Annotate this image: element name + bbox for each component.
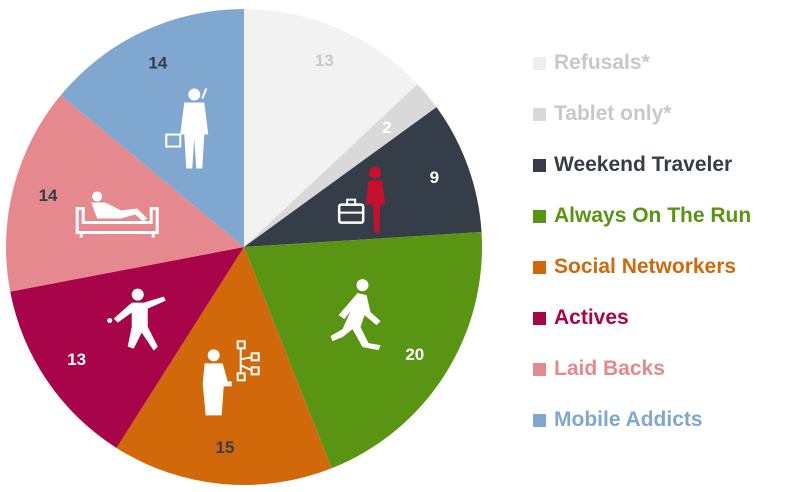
pie-slice-refusals <box>244 9 418 247</box>
legend-swatch <box>533 413 546 427</box>
legend-swatch <box>533 56 546 70</box>
legend-label: Always On The Run <box>554 204 752 227</box>
legend-swatch <box>533 311 546 325</box>
legend-swatch <box>533 260 546 274</box>
legend-swatch <box>533 107 546 121</box>
slice-values: 13 2 9 20 15 13 14 14 <box>39 51 439 457</box>
legend-label: Social Networkers <box>554 255 737 278</box>
legend-swatch <box>533 209 546 223</box>
legend-item: Always On The Run <box>533 201 751 231</box>
traveler-with-suitcase-icon <box>337 166 386 233</box>
slice-value-label: 9 <box>430 168 439 187</box>
pie-slice-actives <box>10 247 244 448</box>
legend-label: Refusals* <box>554 51 650 74</box>
pie-slice-weekend-traveler <box>244 107 482 247</box>
pie-slice-tablet-only <box>244 84 437 247</box>
pie-slice-always-on-the-run <box>244 232 482 469</box>
slice-value-label: 13 <box>67 350 86 369</box>
person-on-sofa-icon <box>75 191 159 238</box>
legend-item: Refusals* <box>533 48 650 78</box>
legend-item: Mobile Addicts <box>533 405 703 435</box>
legend-label: Weekend Traveler <box>554 153 733 176</box>
legend-swatch <box>533 158 546 172</box>
legend-item: Tablet only* <box>533 99 671 129</box>
slice-value-label: 15 <box>216 438 235 457</box>
legend-label: Mobile Addicts <box>554 408 703 431</box>
legend-item: Weekend Traveler <box>533 150 732 180</box>
pie-slice-mobile-addicts <box>60 8 245 247</box>
pie-chart: 13 2 9 20 15 13 14 14 <box>6 8 482 485</box>
slice-value-label: 14 <box>148 53 167 72</box>
slice-value-label: 14 <box>39 186 58 205</box>
legend-label: Actives <box>554 306 629 329</box>
legend-item: Social Networkers <box>533 252 736 282</box>
slice-value-label: 13 <box>315 51 334 70</box>
slice-value-label: 2 <box>382 118 391 137</box>
pie-slices <box>6 8 482 485</box>
active-person-icon <box>107 288 166 351</box>
legend-label: Laid Backs <box>554 357 665 380</box>
businessman-on-phone-icon <box>165 88 209 169</box>
pie-slice-social-networkers <box>116 247 332 485</box>
legend-swatch <box>533 362 546 376</box>
pie-slice-laid-backs <box>6 95 245 292</box>
runner-icon <box>330 279 381 351</box>
legend-label: Tablet only* <box>554 102 672 125</box>
person-network-icon <box>202 340 260 416</box>
slice-value-label: 20 <box>405 345 424 364</box>
slice-icons <box>75 88 386 416</box>
legend-item: Laid Backs <box>533 354 665 384</box>
legend-item: Actives <box>533 303 629 333</box>
